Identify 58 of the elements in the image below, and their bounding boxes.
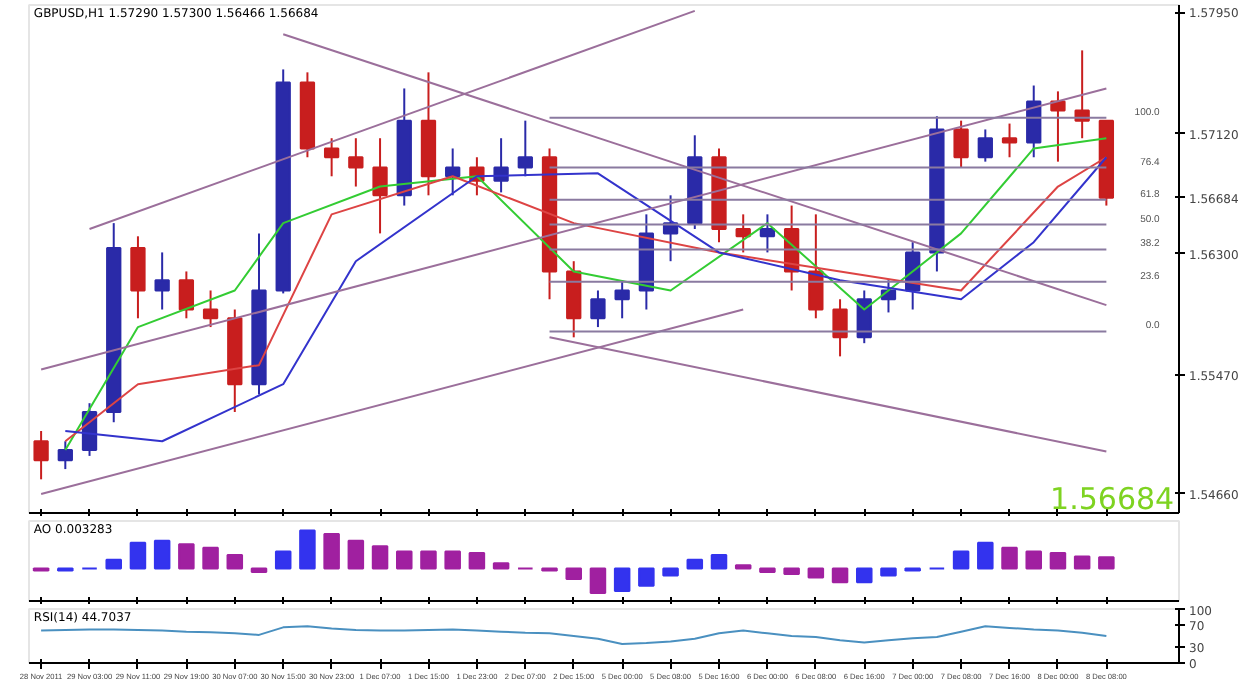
bar	[226, 553, 244, 570]
candlestick	[590, 289, 606, 329]
bar	[856, 567, 873, 584]
candlestick	[57, 440, 73, 471]
candlestick	[759, 213, 776, 254]
bar	[468, 552, 486, 570]
bar	[807, 567, 825, 579]
bar	[686, 558, 704, 570]
candlestick	[735, 213, 751, 254]
bar	[202, 546, 219, 570]
bar	[662, 567, 679, 577]
candlestick	[977, 128, 993, 163]
bar	[710, 553, 728, 570]
candlestick	[832, 298, 848, 358]
candlestick	[323, 137, 340, 178]
bar	[1049, 552, 1067, 570]
bar	[396, 550, 413, 570]
bar	[492, 562, 510, 570]
bar	[299, 529, 316, 570]
candlestick	[202, 289, 219, 329]
bar	[105, 558, 122, 570]
bar	[153, 539, 171, 570]
bar	[323, 532, 340, 570]
candlestick	[1001, 122, 1018, 159]
candlestick	[178, 270, 195, 320]
candlestick	[614, 279, 630, 320]
line-series	[40, 625, 1108, 646]
bar	[444, 550, 461, 570]
bar	[371, 545, 389, 570]
bar	[880, 567, 897, 577]
candlestick	[372, 137, 388, 235]
bar	[613, 567, 631, 593]
annotation: 1.56684	[1050, 481, 1175, 517]
candlestick	[808, 213, 824, 320]
bar	[977, 541, 994, 570]
bar	[1098, 556, 1115, 570]
bar	[783, 567, 800, 575]
bar	[347, 539, 365, 570]
candlestick	[493, 137, 509, 194]
bar	[1073, 555, 1091, 570]
bar	[952, 550, 970, 570]
bar	[178, 543, 195, 570]
bar	[638, 567, 655, 587]
candlestick	[154, 251, 170, 311]
bar	[1001, 546, 1018, 570]
candlestick	[566, 260, 582, 339]
bar	[831, 567, 849, 584]
candlestick	[953, 119, 969, 169]
bar	[420, 550, 437, 570]
bar	[274, 550, 292, 570]
candlestick	[348, 137, 364, 188]
bar	[589, 567, 607, 594]
candlestick	[517, 119, 533, 178]
candlestick	[130, 235, 146, 320]
bar	[129, 541, 147, 570]
bar	[565, 567, 582, 580]
bar	[1025, 550, 1042, 570]
candlestick	[33, 430, 49, 481]
